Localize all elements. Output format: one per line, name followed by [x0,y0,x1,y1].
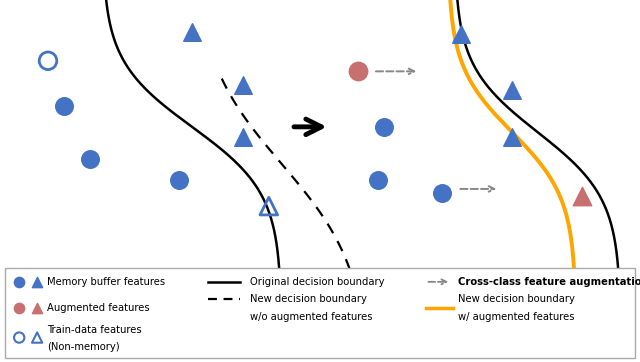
Point [187,29,197,35]
Point [577,193,588,198]
Point [59,103,69,109]
Text: Memory buffer features: Memory buffer features [47,277,165,287]
Text: Augmented features: Augmented features [47,303,149,313]
Point [32,279,42,285]
Point [32,334,42,340]
Point [507,87,517,93]
Text: Original decision boundary: Original decision boundary [250,277,384,287]
Text: New decision boundary: New decision boundary [250,294,367,304]
Point [14,334,24,340]
Point [436,190,447,196]
Point [238,82,248,88]
Text: Cross-class feature augmentation: Cross-class feature augmentation [458,277,640,287]
Point [14,279,24,285]
Text: Train-data features: Train-data features [47,325,141,335]
Point [353,68,364,74]
Point [264,203,274,209]
Point [14,305,24,311]
Point [174,177,184,182]
Text: w/o augmented features: w/o augmented features [250,312,372,322]
Point [32,305,42,311]
Point [372,177,383,182]
Point [456,31,466,37]
FancyBboxPatch shape [5,268,635,358]
Text: (Non-memory): (Non-memory) [47,342,119,352]
Text: New decision boundary: New decision boundary [458,294,575,304]
Point [379,124,389,130]
Point [43,58,53,64]
Text: w/ augmented features: w/ augmented features [458,312,574,322]
Point [84,156,95,161]
Point [238,135,248,140]
Point [507,135,517,140]
